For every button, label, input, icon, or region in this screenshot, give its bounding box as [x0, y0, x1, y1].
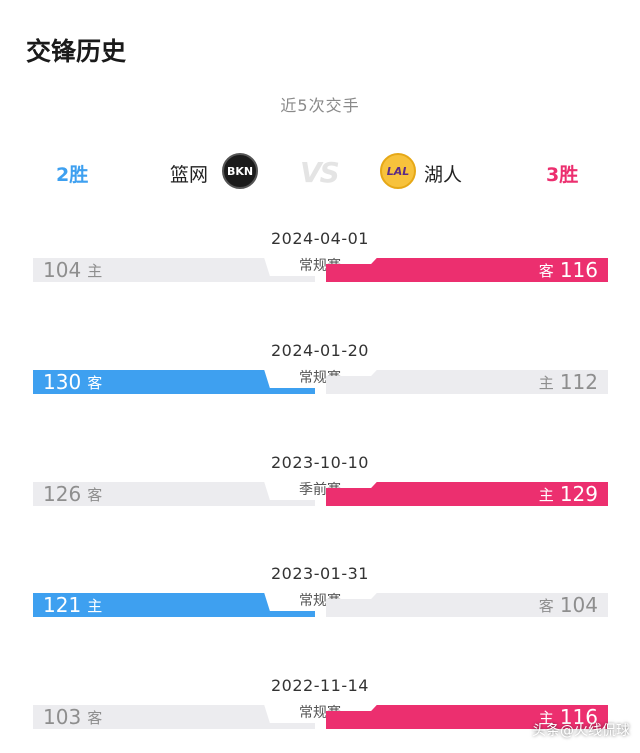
- right-team-wins: 3胜: [546, 164, 579, 186]
- right-score: 116: [559, 705, 598, 729]
- right-score: 104: [559, 593, 598, 617]
- left-score: 126: [43, 482, 82, 506]
- right-score: 129: [559, 482, 598, 506]
- right-score-bar: 主 129: [326, 482, 608, 506]
- vs-icon: VS: [300, 156, 340, 189]
- watermark: 头条@火线侃球: [532, 723, 630, 739]
- left-score-bar: 121 主: [33, 593, 315, 617]
- game-row[interactable]: 2023-10-10 126 客 季前赛 主 129: [0, 453, 640, 513]
- right-home-away: 主: [538, 373, 554, 392]
- game-date: 2023-10-10: [271, 453, 369, 472]
- left-home-away: 客: [87, 708, 103, 727]
- game-row[interactable]: 2024-01-20 130 客 常规赛 主 112: [0, 341, 640, 401]
- right-score-bar: 主 112: [326, 370, 608, 394]
- left-home-away: 客: [87, 485, 103, 504]
- right-score-bar: 主 116: [326, 705, 608, 729]
- game-row[interactable]: 2022-11-14 103 客 常规赛 主 116: [0, 676, 640, 736]
- right-home-away: 主: [538, 485, 554, 504]
- left-score: 103: [43, 705, 82, 729]
- right-home-away: 主: [538, 708, 554, 727]
- right-score: 112: [559, 370, 598, 394]
- left-team-wins: 2胜: [56, 164, 89, 186]
- game-date: 2024-04-01: [271, 229, 369, 248]
- game-date: 2023-01-31: [271, 564, 369, 583]
- recent-matches-subtitle: 近5次交手: [280, 96, 360, 115]
- right-score-bar: 客 116: [326, 258, 608, 282]
- page-title: 交锋历史: [26, 37, 127, 66]
- left-team-name[interactable]: 篮网: [170, 164, 209, 186]
- left-score: 104: [43, 258, 82, 282]
- lakers-logo-icon[interactable]: LAL: [380, 153, 416, 189]
- left-score-bar: 130 客: [33, 370, 315, 394]
- right-home-away: 客: [538, 596, 554, 615]
- right-team-name[interactable]: 湖人: [424, 164, 463, 186]
- left-score: 121: [43, 593, 82, 617]
- right-score: 116: [559, 258, 598, 282]
- right-home-away: 客: [538, 261, 554, 280]
- game-row[interactable]: 2024-04-01 104 主 常规赛 客 116: [0, 229, 640, 289]
- right-score-bar: 客 104: [326, 593, 608, 617]
- left-home-away: 主: [87, 261, 103, 280]
- game-row[interactable]: 2023-01-31 121 主 常规赛 客 104: [0, 564, 640, 624]
- nets-logo-icon[interactable]: BKN: [222, 153, 258, 189]
- game-date: 2022-11-14: [271, 676, 369, 695]
- game-date: 2024-01-20: [271, 341, 369, 360]
- left-score: 130: [43, 370, 82, 394]
- left-home-away: 主: [87, 596, 103, 615]
- left-home-away: 客: [87, 373, 103, 392]
- head-to-head-summary: 2胜 篮网 BKN VS LAL 湖人 3胜: [0, 148, 640, 198]
